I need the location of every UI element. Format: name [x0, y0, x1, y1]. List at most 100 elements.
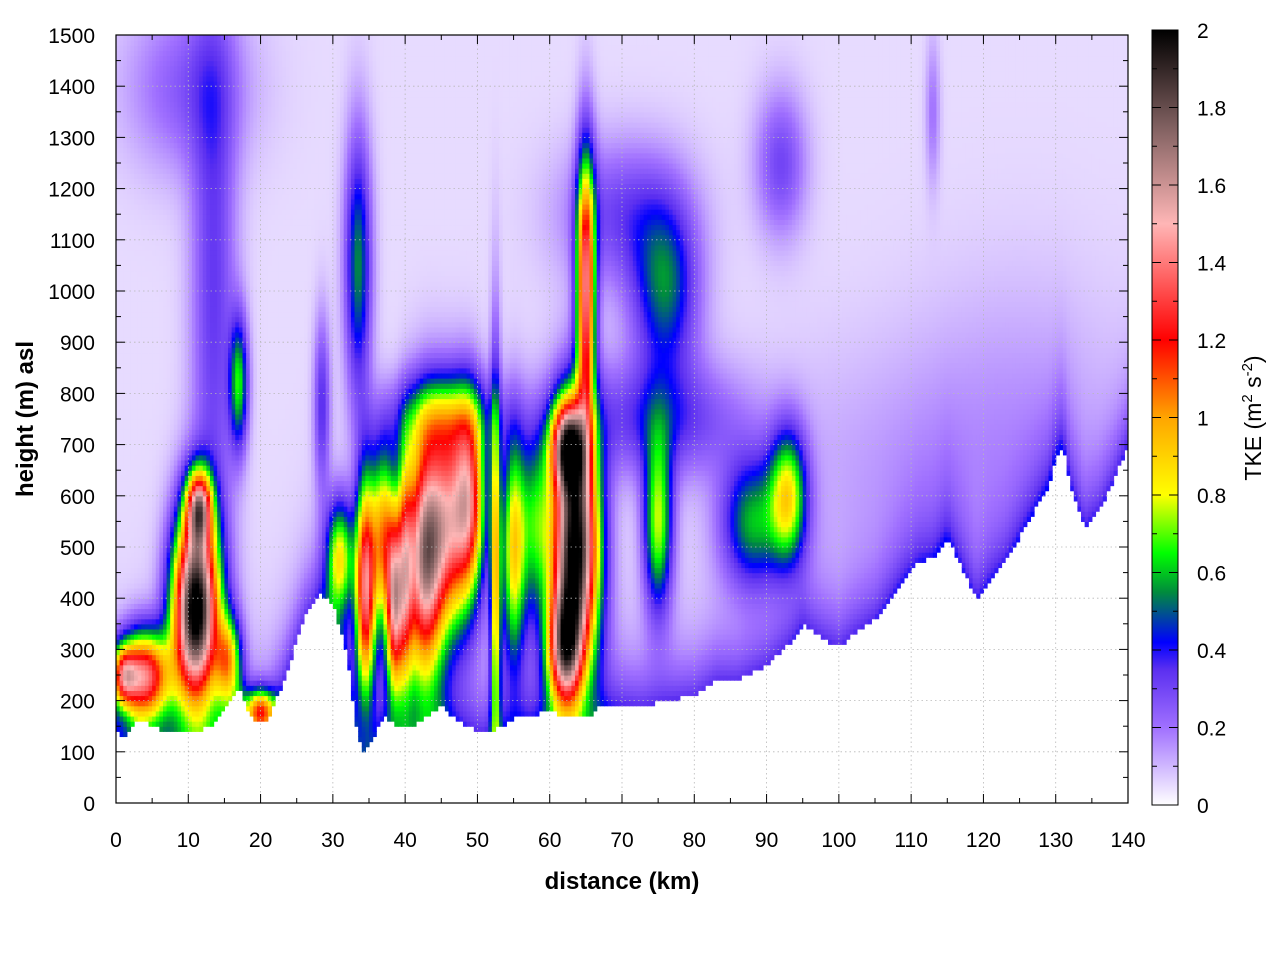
heatmap-cell	[213, 127, 218, 133]
heatmap-cell	[228, 582, 233, 589]
heatmap-cell	[191, 598, 197, 604]
heatmap-cell	[152, 419, 157, 425]
heatmap-cell	[235, 439, 240, 446]
heatmap-cell	[209, 664, 215, 671]
heatmap-cell	[130, 639, 135, 645]
heatmap-cell	[181, 506, 186, 512]
heatmap-cell	[188, 352, 193, 359]
heatmap-cell	[137, 234, 142, 241]
heatmap-cell	[137, 331, 142, 338]
heatmap-cell	[228, 331, 233, 338]
heatmap-cell	[191, 444, 197, 451]
heatmap-cell	[195, 178, 200, 185]
heatmap-cell	[159, 270, 164, 277]
heatmap-cell	[202, 500, 207, 507]
heatmap-cell	[228, 193, 233, 200]
heatmap-cell	[126, 203, 132, 210]
heatmap-cell	[162, 552, 168, 558]
heatmap-cell	[177, 700, 182, 707]
heatmap-cell	[249, 685, 254, 691]
heatmap-cell	[126, 224, 132, 231]
heatmap-cell	[119, 547, 124, 553]
heatmap-cell	[209, 321, 215, 328]
heatmap-cell	[181, 485, 186, 492]
heatmap-cell	[177, 664, 182, 671]
heatmap-cell	[209, 132, 215, 138]
heatmap-cell	[228, 50, 233, 57]
heatmap-cell	[119, 577, 124, 584]
heatmap-cell	[148, 337, 153, 343]
heatmap-cell	[155, 680, 160, 686]
heatmap-cell	[217, 393, 222, 400]
heatmap-cell	[152, 644, 157, 650]
heatmap-cell	[119, 521, 124, 528]
heatmap-cell	[188, 480, 193, 487]
heatmap-cell	[199, 55, 204, 62]
heatmap-cell	[199, 603, 204, 610]
heatmap-cell	[199, 270, 204, 277]
heatmap-cell	[170, 291, 175, 297]
heatmap-cell	[224, 700, 229, 707]
heatmap-cell	[206, 587, 211, 594]
heatmap-cell	[170, 250, 175, 256]
heatmap-cell	[137, 593, 142, 599]
heatmap-cell	[238, 654, 244, 661]
heatmap-cell	[199, 122, 204, 128]
heatmap-cell	[148, 127, 153, 133]
heatmap-cell	[173, 101, 179, 108]
heatmap-cell	[246, 91, 251, 98]
heatmap-cell	[209, 388, 215, 394]
heatmap-cell	[162, 96, 168, 103]
heatmap-cell	[130, 168, 135, 174]
heatmap-cell	[191, 582, 197, 589]
heatmap-cell	[199, 372, 204, 379]
heatmap-cell	[199, 291, 204, 297]
heatmap-cell	[199, 511, 204, 517]
heatmap-cell	[213, 65, 218, 72]
heatmap-cell	[116, 465, 121, 471]
heatmap-cell	[137, 65, 142, 72]
heatmap-cell	[220, 644, 226, 650]
heatmap-cell	[206, 521, 211, 528]
heatmap-cell	[134, 669, 139, 676]
heatmap-cell	[199, 654, 204, 661]
heatmap-cell	[231, 35, 236, 41]
heatmap-cell	[119, 367, 124, 374]
heatmap-cell	[134, 378, 139, 384]
heatmap-cell	[116, 500, 121, 507]
heatmap-cell	[148, 229, 153, 236]
heatmap-cell	[220, 173, 226, 179]
heatmap-cell	[242, 219, 247, 226]
heatmap-cell	[184, 326, 189, 333]
heatmap-cell	[181, 168, 186, 174]
heatmap-cell	[199, 567, 204, 574]
heatmap-cell	[166, 506, 171, 512]
heatmap-cell	[184, 413, 189, 420]
heatmap-cell	[166, 511, 171, 517]
heatmap-cell	[231, 475, 236, 482]
heatmap-cell	[220, 470, 226, 476]
heatmap-cell	[217, 306, 222, 313]
heatmap-cell	[209, 536, 215, 543]
heatmap-cell	[199, 101, 204, 108]
heatmap-cell	[228, 285, 233, 292]
heatmap-cell	[123, 470, 128, 476]
heatmap-cell	[238, 193, 244, 200]
heatmap-cell	[116, 388, 121, 394]
heatmap-cell	[134, 598, 139, 604]
heatmap-cell	[141, 378, 146, 384]
heatmap-cell	[166, 265, 171, 272]
heatmap-cell	[159, 193, 164, 200]
heatmap-cell	[144, 675, 150, 681]
heatmap-cell	[242, 209, 247, 215]
heatmap-cell	[199, 572, 204, 579]
heatmap-cell	[213, 239, 218, 246]
heatmap-cell	[217, 142, 222, 149]
heatmap-cell	[199, 111, 204, 118]
heatmap-cell	[123, 593, 128, 599]
heatmap-cell	[224, 403, 229, 410]
heatmap-cell	[181, 275, 186, 282]
heatmap-cell	[191, 275, 197, 282]
heatmap-cell	[137, 209, 142, 215]
heatmap-cell	[166, 40, 171, 46]
